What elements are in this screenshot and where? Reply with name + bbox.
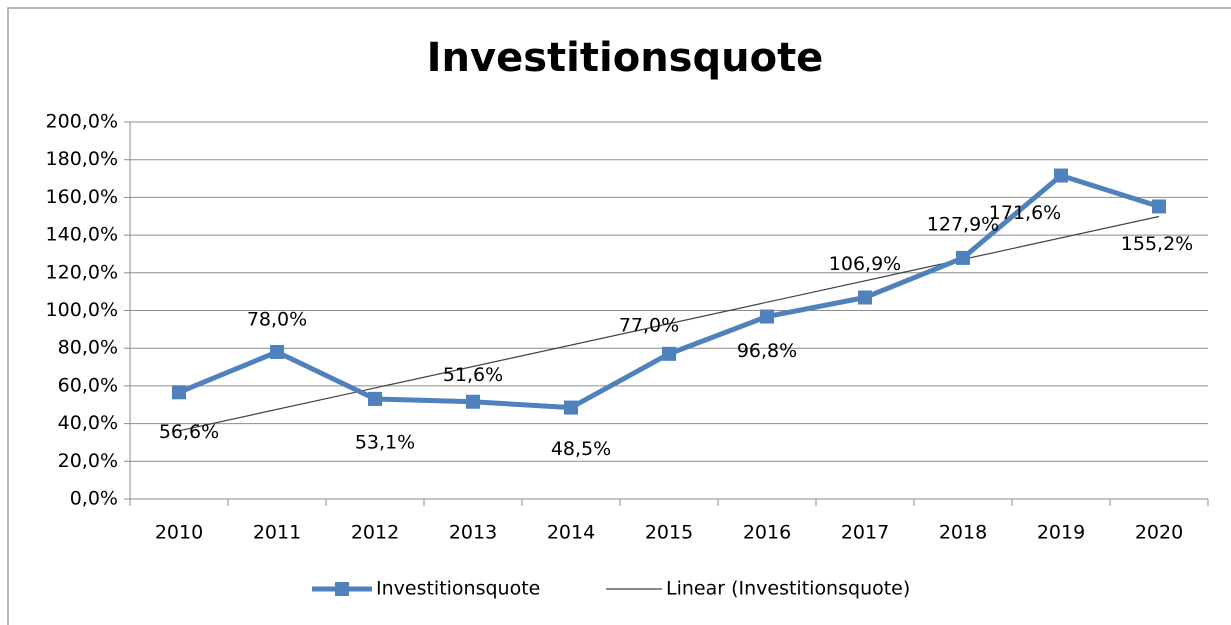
x-tick-label: 2015	[645, 522, 693, 544]
y-tick-label: 200,0%	[46, 111, 118, 133]
data-label: 127,9%	[927, 213, 999, 235]
y-tick-label: 40,0%	[58, 412, 118, 434]
y-tick-label: 20,0%	[58, 450, 118, 472]
data-label: 48,5%	[551, 438, 611, 460]
marker	[270, 344, 284, 359]
marker	[368, 391, 382, 406]
x-tick-label: 2010	[155, 522, 203, 544]
data-label: 56,6%	[159, 421, 219, 443]
marker	[1054, 168, 1068, 183]
y-tick-label: 60,0%	[58, 374, 118, 396]
x-tick-label: 2019	[1037, 522, 1085, 544]
x-tick-label: 2011	[253, 522, 301, 544]
x-tick-label: 2014	[547, 522, 595, 544]
marker	[760, 309, 774, 324]
y-tick-label: 180,0%	[46, 148, 118, 170]
x-tick-label: 2016	[743, 522, 791, 544]
data-label: 171,6%	[989, 202, 1061, 224]
marker	[662, 346, 676, 361]
data-label: 53,1%	[355, 431, 415, 453]
marker	[564, 400, 578, 415]
marker	[956, 250, 970, 265]
trendline	[178, 215, 1160, 432]
data-label: 106,9%	[829, 253, 901, 275]
data-label: 78,0%	[247, 308, 307, 330]
x-tick-label: 2018	[939, 522, 987, 544]
data-label: 96,8%	[737, 340, 797, 362]
data-label: 51,6%	[443, 364, 503, 386]
x-tick-label: 2013	[449, 522, 497, 544]
y-tick-label: 100,0%	[46, 299, 118, 321]
x-tick-label: 2012	[351, 522, 399, 544]
marker	[466, 394, 480, 409]
chart-frame	[7, 7, 1231, 625]
marker	[172, 385, 186, 400]
x-tick-label: 2020	[1135, 522, 1183, 544]
y-tick-label: 120,0%	[46, 261, 118, 283]
legend-marker	[335, 582, 349, 596]
data-label: 155,2%	[1121, 233, 1193, 255]
x-tick-label: 2017	[841, 522, 889, 544]
legend-label: Linear (Investitionsquote)	[666, 578, 910, 600]
data-label: 77,0%	[619, 314, 679, 336]
legend-label: Investitionsquote	[376, 578, 540, 600]
marker	[858, 290, 872, 305]
y-tick-label: 0,0%	[70, 488, 118, 510]
y-tick-label: 160,0%	[46, 186, 118, 208]
marker	[1152, 199, 1166, 214]
y-tick-label: 80,0%	[58, 337, 118, 359]
y-tick-label: 140,0%	[46, 224, 118, 246]
chart-title: Investitionsquote	[427, 35, 824, 81]
